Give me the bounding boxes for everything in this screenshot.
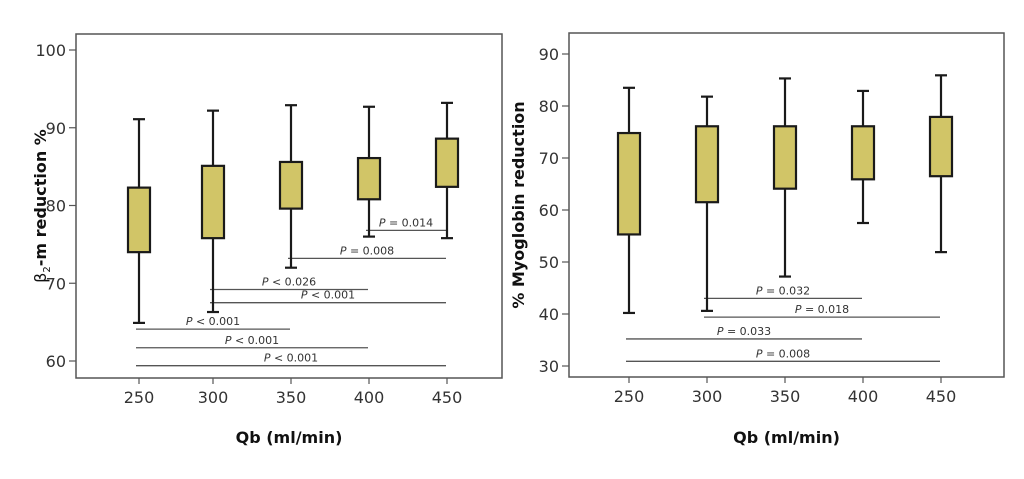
y-tick-label: 70 bbox=[46, 274, 66, 293]
x-tick-label: 400 bbox=[848, 387, 879, 406]
x-tick-label: 250 bbox=[124, 388, 155, 407]
y-tick-label: 90 bbox=[46, 119, 66, 138]
box-300 bbox=[200, 164, 226, 240]
y-tick-label: 50 bbox=[539, 253, 559, 272]
x-tick-label: 300 bbox=[692, 387, 723, 406]
x-tick-label: 250 bbox=[614, 387, 645, 406]
y-tick-label: 80 bbox=[539, 97, 559, 116]
p-value: = 0.008 bbox=[762, 347, 810, 360]
box-400 bbox=[356, 156, 382, 201]
p-symbol: P bbox=[301, 289, 308, 302]
y-tick-label: 90 bbox=[539, 45, 559, 64]
significance-label: P < 0.001 bbox=[264, 352, 318, 365]
x-tick-label: 450 bbox=[926, 387, 957, 406]
box-300 bbox=[694, 125, 720, 204]
p-value: < 0.001 bbox=[270, 352, 318, 365]
p-value: < 0.026 bbox=[268, 275, 316, 288]
x-tick-label: 450 bbox=[432, 388, 463, 407]
p-value: = 0.008 bbox=[346, 244, 394, 257]
significance-label: P = 0.033 bbox=[717, 325, 771, 338]
p-value: = 0.018 bbox=[801, 303, 849, 316]
x-tick-label: 350 bbox=[770, 387, 801, 406]
y-tick-label: 60 bbox=[539, 201, 559, 220]
x-axis-title: Qb (ml/min) bbox=[733, 428, 840, 447]
box-450 bbox=[434, 137, 460, 188]
plot-frame bbox=[568, 32, 1005, 378]
significance-label: P < 0.001 bbox=[301, 289, 355, 302]
p-value: = 0.014 bbox=[385, 216, 433, 229]
p-symbol: P bbox=[717, 325, 724, 338]
significance-label: P = 0.032 bbox=[756, 284, 810, 297]
chart-myoglobin: 30 40 50 60 70 80 90 250 300 350 400 450 Qb (ml/min)… bbox=[509, 32, 1005, 447]
box-450 bbox=[928, 115, 954, 178]
significance-label: P < 0.001 bbox=[225, 334, 279, 347]
significance-label: P = 0.008 bbox=[756, 347, 810, 360]
box-400 bbox=[850, 125, 876, 181]
p-value: < 0.001 bbox=[192, 315, 240, 328]
p-symbol: P bbox=[379, 216, 386, 229]
p-value: = 0.032 bbox=[762, 284, 810, 297]
p-symbol: P bbox=[756, 284, 763, 297]
significance-label: P = 0.018 bbox=[795, 303, 849, 316]
y-axis-title-prefix: β bbox=[31, 273, 50, 283]
p-symbol: P bbox=[262, 275, 269, 288]
y-tick-label: 70 bbox=[539, 149, 559, 168]
p-value: = 0.033 bbox=[723, 325, 771, 338]
x-tick-label: 350 bbox=[276, 388, 307, 407]
p-symbol: P bbox=[225, 334, 232, 347]
chart-beta2m: 60 70 80 90 100 250 300 350 400 450 Qb (ml/min) β2-… bbox=[31, 33, 503, 447]
y-axis-title: β2-m reduction % bbox=[31, 129, 53, 283]
significance-label: P < 0.026 bbox=[262, 275, 316, 288]
y-axis-title: % Myoglobin reduction bbox=[509, 101, 528, 308]
p-value: < 0.001 bbox=[307, 289, 355, 302]
x-axis-title: Qb (ml/min) bbox=[236, 428, 343, 447]
box-350 bbox=[278, 160, 304, 210]
y-tick-label: 40 bbox=[539, 305, 559, 324]
p-symbol: P bbox=[756, 347, 763, 360]
y-axis-title-suffix: -m reduction % bbox=[31, 129, 50, 266]
significance-label: P < 0.001 bbox=[186, 315, 240, 328]
box-250 bbox=[126, 186, 152, 254]
significance-label: P = 0.008 bbox=[340, 244, 394, 257]
y-tick-label: 60 bbox=[46, 352, 66, 371]
p-symbol: P bbox=[340, 244, 347, 257]
p-symbol: P bbox=[795, 303, 802, 316]
box-350 bbox=[772, 125, 798, 190]
y-axis-title-subscript: 2 bbox=[42, 266, 53, 272]
significance-label: P = 0.014 bbox=[379, 216, 433, 229]
y-tick-label: 100 bbox=[35, 41, 66, 60]
x-tick-label: 400 bbox=[354, 388, 385, 407]
y-tick-label: 80 bbox=[46, 197, 66, 216]
y-tick-label: 30 bbox=[539, 357, 559, 376]
p-symbol: P bbox=[186, 315, 193, 328]
p-symbol: P bbox=[264, 352, 271, 365]
p-value: < 0.001 bbox=[231, 334, 279, 347]
x-tick-label: 300 bbox=[198, 388, 229, 407]
box-250 bbox=[616, 131, 642, 236]
